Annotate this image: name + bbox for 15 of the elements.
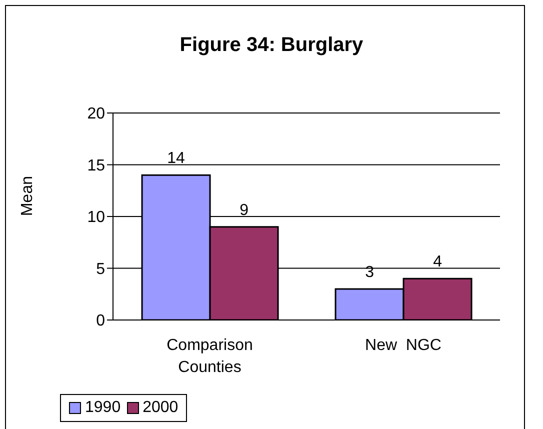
data-label: 3 (365, 264, 374, 281)
y-tick-label: 15 (87, 157, 106, 174)
data-label: 4 (433, 254, 442, 271)
y-axis-title: Mean (19, 176, 37, 216)
y-tick-label: 5 (96, 260, 106, 278)
legend-label: 2000 (142, 399, 178, 417)
legend-label: 1990 (84, 399, 121, 417)
data-label: 14 (167, 150, 186, 168)
data-label: 9 (240, 202, 249, 219)
y-tick-label: 20 (87, 106, 106, 123)
y-tick-label: 10 (87, 209, 106, 226)
y-tick-label: 0 (96, 312, 106, 330)
x-tick-label: New NGC (365, 337, 442, 354)
x-tick-label: Comparison Counties (166, 337, 253, 376)
chart-title: Figure 34: Burglary (178, 34, 364, 57)
